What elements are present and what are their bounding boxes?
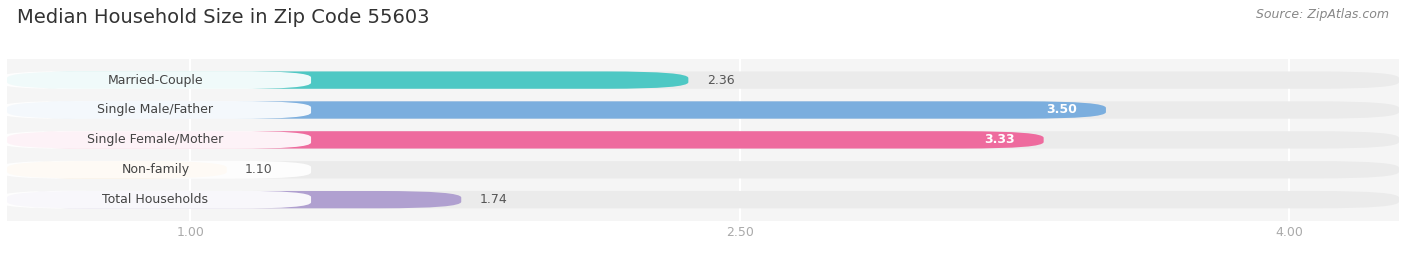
FancyBboxPatch shape: [7, 72, 1399, 89]
FancyBboxPatch shape: [7, 131, 1043, 148]
FancyBboxPatch shape: [0, 161, 311, 179]
FancyBboxPatch shape: [0, 101, 311, 119]
Text: Married-Couple: Married-Couple: [108, 74, 204, 87]
FancyBboxPatch shape: [0, 131, 311, 149]
FancyBboxPatch shape: [0, 71, 311, 89]
FancyBboxPatch shape: [7, 191, 461, 208]
Text: Single Female/Mother: Single Female/Mother: [87, 133, 224, 146]
Text: Median Household Size in Zip Code 55603: Median Household Size in Zip Code 55603: [17, 8, 429, 27]
FancyBboxPatch shape: [7, 191, 1399, 208]
Text: 3.33: 3.33: [984, 133, 1014, 146]
FancyBboxPatch shape: [7, 161, 226, 178]
FancyBboxPatch shape: [7, 161, 1399, 178]
Text: 1.10: 1.10: [245, 163, 273, 176]
FancyBboxPatch shape: [7, 101, 1399, 119]
Text: 1.74: 1.74: [479, 193, 508, 206]
FancyBboxPatch shape: [7, 101, 1107, 119]
FancyBboxPatch shape: [0, 191, 311, 209]
Text: 2.36: 2.36: [707, 74, 734, 87]
FancyBboxPatch shape: [7, 131, 1399, 148]
Text: Non-family: Non-family: [121, 163, 190, 176]
FancyBboxPatch shape: [7, 72, 689, 89]
Text: Total Households: Total Households: [103, 193, 208, 206]
Text: 3.50: 3.50: [1046, 104, 1077, 116]
Text: Source: ZipAtlas.com: Source: ZipAtlas.com: [1256, 8, 1389, 21]
Text: Single Male/Father: Single Male/Father: [97, 104, 214, 116]
